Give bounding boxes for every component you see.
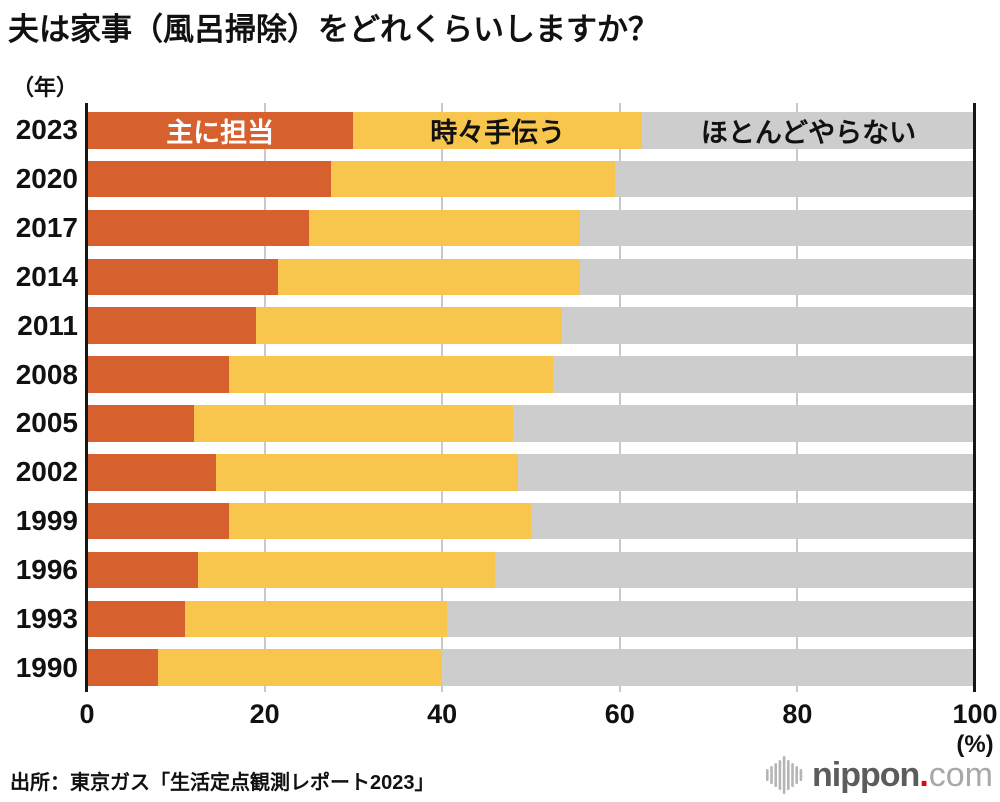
legend-label: 主に担当	[166, 117, 275, 148]
year-label-2002: 2002	[15, 456, 78, 488]
segment-mainly-responsible	[87, 405, 194, 442]
gridline-60	[618, 103, 621, 692]
x-axis-unit-label: (%)	[956, 731, 994, 758]
segment-sometimes-help: 時々手伝う	[353, 112, 642, 149]
x-tick-label-0: 0	[79, 699, 95, 729]
segment-sometimes-help	[309, 209, 580, 247]
x-tick-label-20: 20	[249, 699, 280, 729]
year-label-1993: 1993	[15, 602, 78, 634]
legend-label: ほとんどやらない	[700, 117, 917, 148]
bar-row-2002: 2002	[16, 453, 975, 491]
source-credit: 出所：東京ガス「生活定点観測レポート2023」	[10, 772, 435, 794]
segment-hardly-does	[579, 209, 975, 247]
segment-hardly-does	[553, 356, 975, 393]
segment-hardly-does	[615, 160, 975, 198]
segment-sometimes-help	[229, 356, 554, 393]
plot-area: 2023 主に担当 時々手伝う ほとんどやらない 2020 2017 2014 2011 200…	[16, 103, 976, 692]
x-tick-label-60: 60	[604, 699, 635, 729]
segment-sometimes-help	[331, 160, 616, 198]
year-label-2008: 2008	[15, 358, 78, 390]
bar-row-2023: 2023 主に担当 時々手伝う ほとんどやらない	[16, 112, 975, 149]
bar-row-2011: 2011	[17, 307, 975, 344]
gridline-80	[796, 103, 799, 692]
nippon-com-logo: nippon . com	[765, 753, 993, 797]
gridline-20	[263, 103, 266, 692]
segment-mainly-responsible	[87, 453, 216, 491]
segment-mainly-responsible	[87, 551, 198, 589]
logo-nippon-text: nippon	[812, 755, 920, 794]
bar-row-1990: 1990	[16, 649, 975, 686]
segment-mainly-responsible	[87, 356, 230, 393]
segment-hardly-does: ほとんどやらない	[641, 112, 975, 149]
year-label-2011: 2011	[17, 309, 78, 341]
bar-row-1993: 1993	[16, 600, 975, 638]
segment-mainly-responsible: 主に担当	[87, 112, 354, 149]
segment-hardly-does	[495, 551, 975, 589]
segment-sometimes-help	[229, 502, 531, 540]
segment-hardly-does	[513, 405, 975, 442]
segment-mainly-responsible	[87, 209, 309, 247]
y-axis-line-zero	[85, 103, 88, 692]
year-label-1999: 1999	[15, 505, 78, 537]
year-label-2020: 2020	[15, 163, 78, 195]
bar-row-2014: 2014	[16, 258, 975, 296]
year-label-2017: 2017	[15, 211, 78, 243]
segment-mainly-responsible	[87, 502, 230, 540]
bar-row-1996: 1996	[16, 551, 975, 589]
segment-hardly-does	[579, 258, 975, 296]
segment-hardly-does	[446, 600, 975, 638]
bar-row-2017: 2017	[16, 209, 975, 247]
segment-sometimes-help	[158, 649, 443, 686]
segment-mainly-responsible	[87, 307, 256, 344]
segment-mainly-responsible	[87, 160, 332, 198]
segment-sometimes-help	[193, 405, 514, 442]
segment-mainly-responsible	[87, 600, 185, 638]
x-tick-label-100: 100	[952, 699, 998, 729]
segment-sometimes-help	[277, 258, 580, 296]
year-label-1990: 1990	[15, 651, 78, 683]
segment-sometimes-help	[255, 307, 563, 344]
segment-mainly-responsible	[87, 258, 278, 296]
x-tick-label-40: 40	[427, 699, 458, 729]
segment-hardly-does	[517, 453, 975, 491]
segment-sometimes-help	[215, 453, 518, 491]
segment-hardly-does	[562, 307, 975, 344]
axis-line-hundred	[973, 103, 976, 692]
bar-row-2008: 2008	[16, 356, 975, 393]
logo-com-text: com	[928, 755, 993, 794]
soundwave-icon	[765, 753, 805, 797]
legend-label: 時々手伝う	[430, 117, 566, 148]
bar-row-2005: 2005	[16, 405, 975, 442]
year-label-2005: 2005	[15, 407, 78, 439]
year-label-1996: 1996	[15, 553, 78, 585]
bar-row-2020: 2020	[16, 160, 975, 198]
segment-hardly-does	[442, 649, 975, 686]
chart-title: 夫は家事（風呂掃除）をどれくらいしますか？	[8, 12, 659, 47]
bar-row-1999: 1999	[16, 502, 975, 540]
year-label-2014: 2014	[15, 260, 78, 292]
segment-mainly-responsible	[87, 649, 159, 686]
logo-red-dot: .	[919, 755, 929, 794]
gridline-40	[441, 103, 444, 692]
y-axis-unit-label: （年）	[12, 75, 79, 100]
segment-sometimes-help	[198, 551, 496, 589]
segment-hardly-does	[530, 502, 975, 540]
year-label-2023: 2023	[15, 114, 78, 146]
x-tick-label-80: 80	[782, 699, 813, 729]
segment-sometimes-help	[184, 600, 447, 638]
logo-wordmark: nippon . com	[812, 756, 993, 795]
